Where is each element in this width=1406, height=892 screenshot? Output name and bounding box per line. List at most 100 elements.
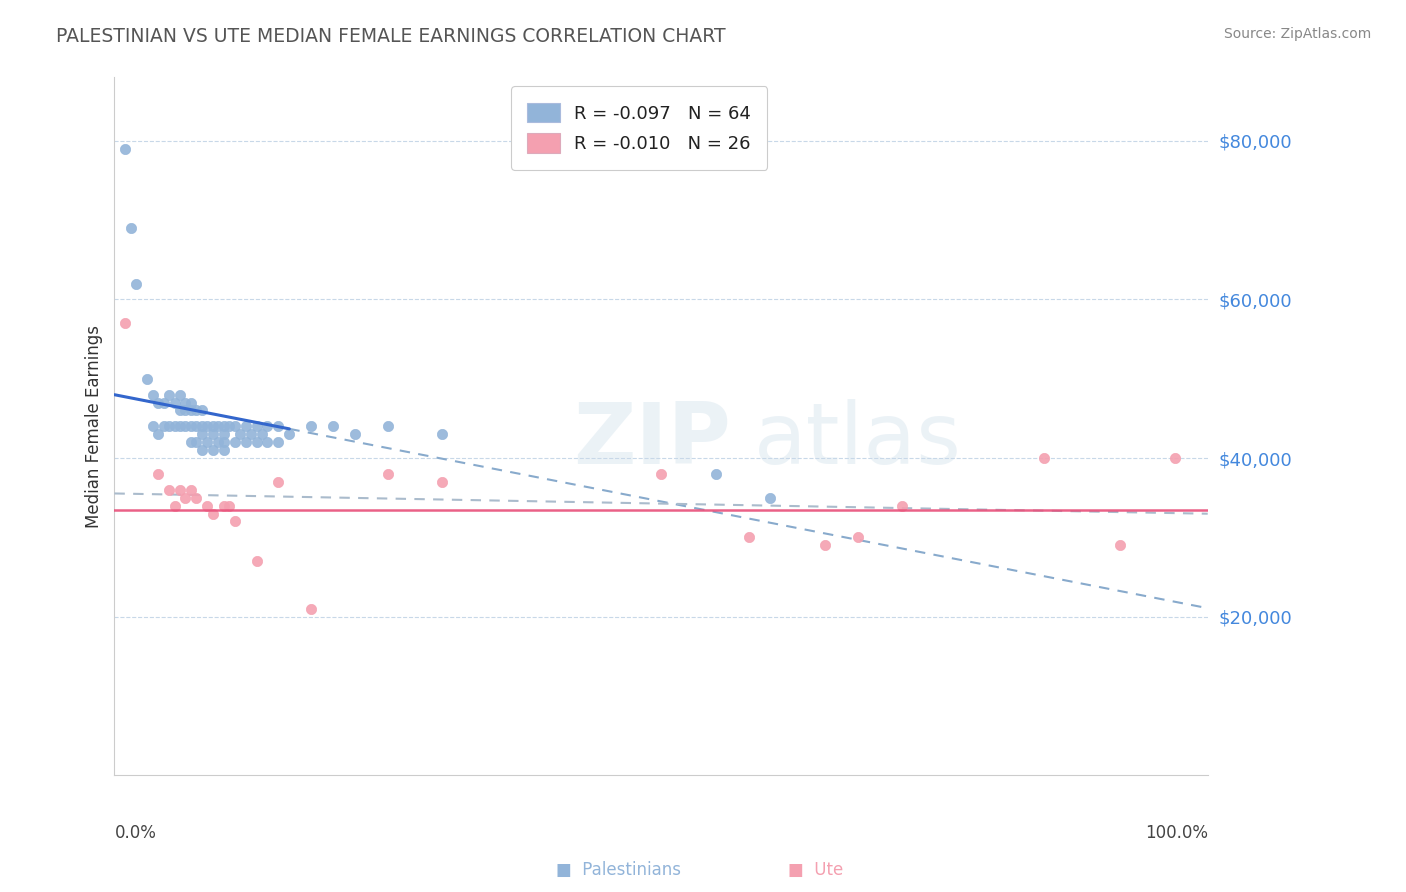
- Point: [1164, 451, 1187, 466]
- Point: [163, 395, 186, 409]
- Point: [224, 435, 246, 450]
- Text: 100.0%: 100.0%: [1144, 824, 1208, 842]
- Point: [218, 499, 240, 513]
- Point: [212, 427, 235, 442]
- Point: [146, 467, 169, 481]
- Point: [191, 427, 214, 442]
- Point: [377, 467, 399, 481]
- Point: [256, 419, 278, 434]
- Point: [146, 395, 169, 409]
- Point: [163, 499, 186, 513]
- Point: [212, 443, 235, 458]
- Point: [169, 403, 191, 417]
- Point: [186, 435, 208, 450]
- Point: [250, 427, 273, 442]
- Point: [157, 419, 180, 434]
- Text: ■  Ute: ■ Ute: [787, 861, 844, 879]
- Text: Source: ZipAtlas.com: Source: ZipAtlas.com: [1223, 27, 1371, 41]
- Point: [890, 499, 912, 513]
- Point: [125, 277, 148, 291]
- Point: [235, 435, 257, 450]
- Point: [224, 419, 246, 434]
- Point: [759, 491, 782, 505]
- Point: [152, 395, 174, 409]
- Point: [432, 475, 454, 489]
- Point: [212, 499, 235, 513]
- Point: [212, 435, 235, 450]
- Point: [650, 467, 672, 481]
- Point: [157, 483, 180, 497]
- Legend: R = -0.097   N = 64, R = -0.010   N = 26: R = -0.097 N = 64, R = -0.010 N = 26: [510, 87, 768, 169]
- Point: [163, 419, 186, 434]
- Point: [245, 419, 267, 434]
- Text: ZIP: ZIP: [574, 399, 731, 482]
- Point: [174, 419, 197, 434]
- Point: [267, 475, 290, 489]
- Point: [299, 419, 322, 434]
- Point: [180, 395, 202, 409]
- Point: [174, 491, 197, 505]
- Point: [229, 427, 252, 442]
- Point: [180, 403, 202, 417]
- Point: [432, 427, 454, 442]
- Point: [201, 427, 224, 442]
- Point: [169, 419, 191, 434]
- Point: [846, 530, 869, 544]
- Point: [120, 221, 142, 235]
- Point: [191, 443, 214, 458]
- Point: [169, 483, 191, 497]
- Point: [180, 419, 202, 434]
- Point: [186, 419, 208, 434]
- Point: [201, 443, 224, 458]
- Point: [191, 403, 214, 417]
- Point: [201, 507, 224, 521]
- Point: [1032, 451, 1054, 466]
- Y-axis label: Median Female Earnings: Median Female Earnings: [86, 325, 103, 528]
- Point: [245, 554, 267, 568]
- Point: [146, 427, 169, 442]
- Point: [737, 530, 759, 544]
- Point: [114, 142, 136, 156]
- Point: [267, 435, 290, 450]
- Point: [343, 427, 366, 442]
- Point: [278, 427, 301, 442]
- Point: [180, 483, 202, 497]
- Point: [195, 499, 218, 513]
- Point: [299, 601, 322, 615]
- Point: [704, 467, 727, 481]
- Point: [201, 419, 224, 434]
- Point: [157, 387, 180, 401]
- Point: [191, 419, 214, 434]
- Point: [180, 435, 202, 450]
- Point: [256, 435, 278, 450]
- Point: [195, 419, 218, 434]
- Point: [174, 395, 197, 409]
- Point: [245, 435, 267, 450]
- Point: [322, 419, 344, 434]
- Point: [136, 372, 159, 386]
- Point: [152, 419, 174, 434]
- Point: [1109, 538, 1132, 552]
- Text: 0.0%: 0.0%: [114, 824, 156, 842]
- Point: [212, 419, 235, 434]
- Point: [142, 387, 165, 401]
- Point: [814, 538, 837, 552]
- Point: [240, 427, 263, 442]
- Point: [114, 316, 136, 330]
- Point: [186, 403, 208, 417]
- Point: [195, 435, 218, 450]
- Point: [267, 419, 290, 434]
- Point: [218, 419, 240, 434]
- Point: [174, 403, 197, 417]
- Point: [142, 419, 165, 434]
- Point: [169, 387, 191, 401]
- Point: [207, 419, 229, 434]
- Point: [224, 515, 246, 529]
- Point: [377, 419, 399, 434]
- Point: [235, 419, 257, 434]
- Point: [207, 435, 229, 450]
- Point: [186, 491, 208, 505]
- Text: ■  Palestinians: ■ Palestinians: [557, 861, 681, 879]
- Text: atlas: atlas: [754, 399, 962, 482]
- Text: PALESTINIAN VS UTE MEDIAN FEMALE EARNINGS CORRELATION CHART: PALESTINIAN VS UTE MEDIAN FEMALE EARNING…: [56, 27, 725, 45]
